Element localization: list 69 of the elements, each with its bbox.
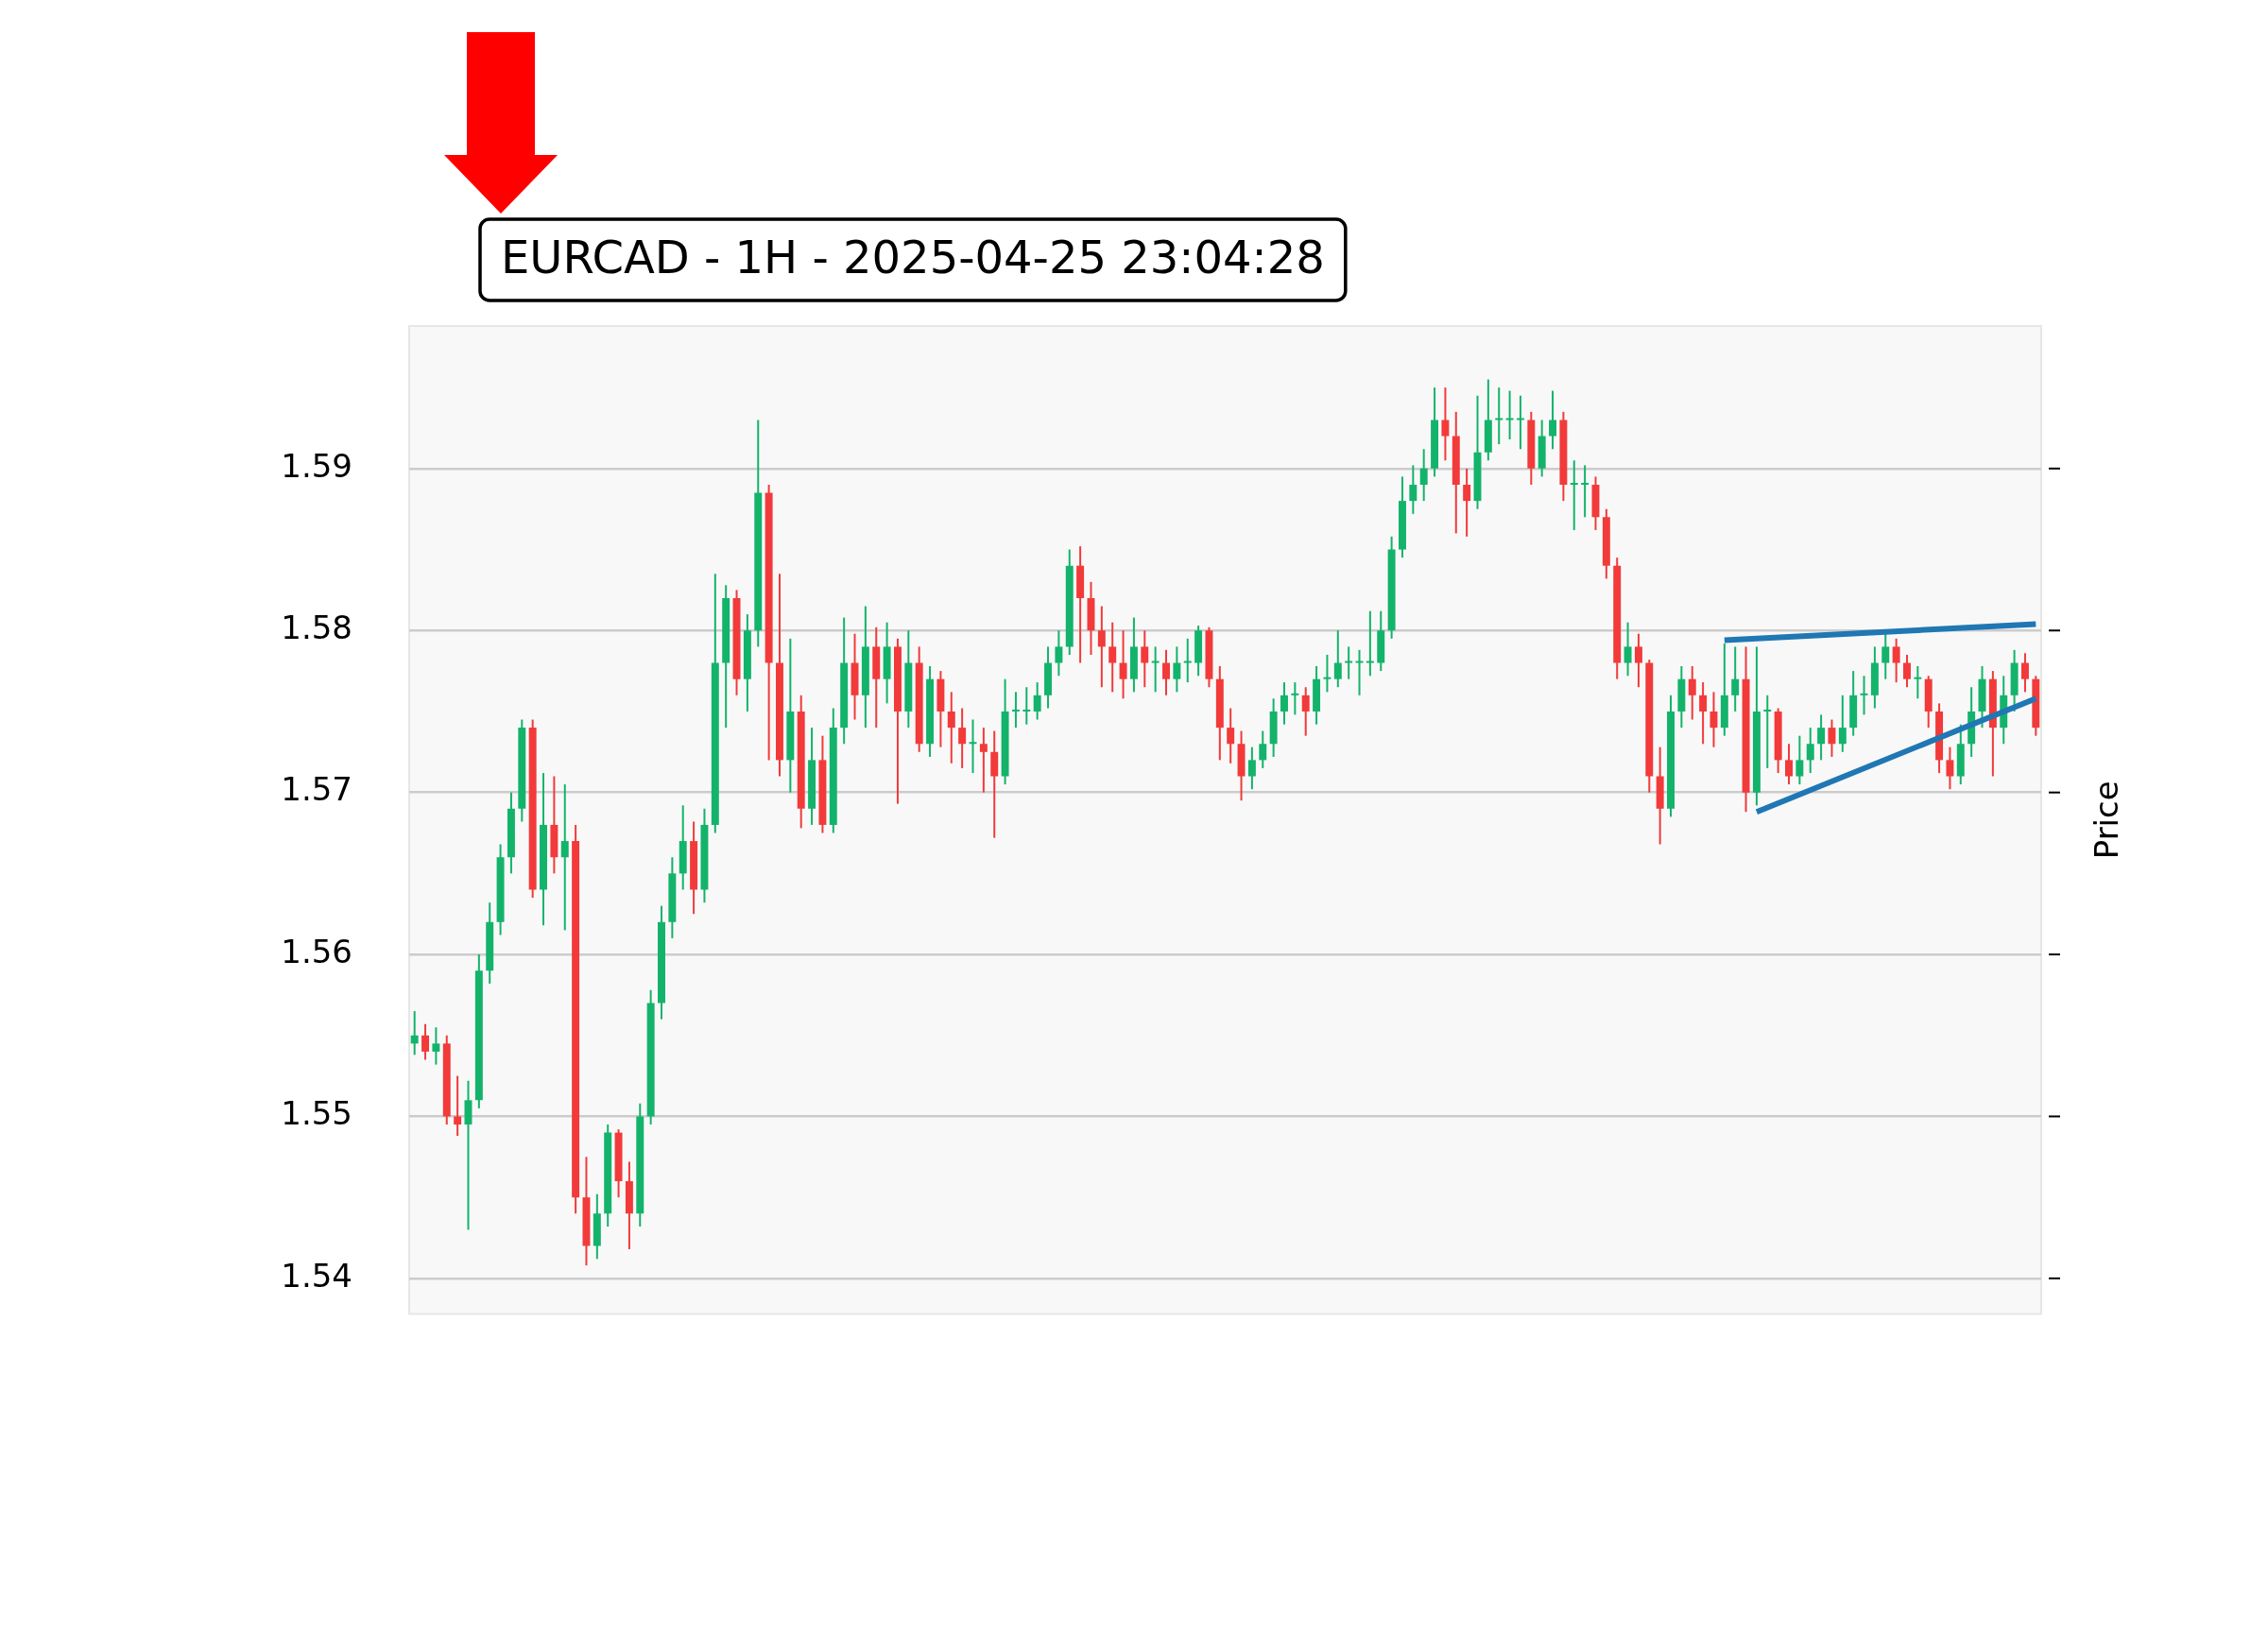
candlestick: [1022, 686, 1031, 726]
candlestick: [410, 1010, 419, 1056]
candlestick: [1301, 686, 1310, 737]
candlestick: [1183, 637, 1192, 684]
candlestick: [1227, 707, 1235, 764]
y-tick-label: 1.56: [281, 932, 352, 970]
candlestick: [1119, 629, 1127, 700]
candlestick: [1259, 729, 1267, 769]
y-axis-title: Price: [2087, 781, 2125, 860]
candlestick: [1903, 653, 1911, 689]
candlestick: [1162, 648, 1170, 696]
candlestick: [1860, 675, 1868, 716]
candlestick: [454, 1074, 462, 1138]
y-tick-label: 1.55: [281, 1094, 352, 1133]
candlestick: [1151, 645, 1160, 694]
candlestick: [1441, 386, 1450, 462]
candlestick: [947, 691, 955, 764]
candlestick: [1516, 394, 1524, 451]
candlestick: [1785, 743, 1793, 786]
candlestick: [1731, 645, 1740, 712]
candlestick: [560, 783, 569, 932]
candlestick: [1345, 645, 1353, 680]
candlestick: [1495, 386, 1503, 446]
candlestick: [1624, 621, 1632, 678]
candlestick: [1419, 448, 1428, 503]
candlestick: [1817, 713, 1826, 762]
candlestick: [1280, 681, 1288, 726]
candlestick: [1366, 609, 1374, 678]
candlestick: [1141, 629, 1149, 689]
candlestick: [1881, 632, 1890, 680]
candlestick: [1634, 632, 1642, 689]
y-tick-label: 1.57: [281, 770, 352, 809]
candlestick: [1581, 464, 1589, 519]
candlestick: [1108, 621, 1117, 694]
candlestick: [1409, 464, 1418, 515]
candlestick: [1914, 664, 1922, 700]
candlestick: [1173, 645, 1181, 694]
candlestick: [1763, 694, 1772, 769]
y-tick-label: 1.58: [281, 609, 352, 647]
candlestick: [1570, 459, 1578, 531]
candlestick: [1699, 681, 1708, 746]
candlestick: [958, 707, 967, 769]
candlestick: [1033, 681, 1041, 721]
candlestick: [979, 727, 988, 794]
candlestick: [1892, 637, 1900, 684]
candlestick: [1333, 629, 1342, 689]
candlestick: [432, 1026, 440, 1066]
candlestick: [421, 1022, 430, 1061]
candlestick: [2020, 652, 2029, 694]
y-tick-label: 1.59: [281, 446, 352, 485]
candlestick: [1323, 653, 1332, 694]
candlestick: [1710, 691, 1718, 748]
candlestick: [1806, 727, 1814, 775]
candlestick: [1355, 648, 1364, 696]
candlestick: [1549, 389, 1557, 451]
candlestick: [1946, 746, 1954, 791]
candlestick: [1097, 605, 1106, 689]
y-tick-label: 1.54: [281, 1256, 352, 1295]
candlestick: [1291, 681, 1299, 716]
candlestick: [1796, 734, 1804, 786]
candlestick: [1055, 629, 1063, 678]
candlestick: [1828, 718, 1836, 758]
chart-title: EURCAD - 1H - 2025-04-25 23:04:28: [501, 231, 1325, 284]
candlestick: [1688, 664, 1696, 721]
candlestick: [1838, 694, 1847, 753]
candlestick: [1247, 746, 1256, 791]
candlestick: [1011, 691, 1020, 729]
candlestick: [1463, 467, 1471, 538]
candlestick: [1505, 389, 1514, 440]
